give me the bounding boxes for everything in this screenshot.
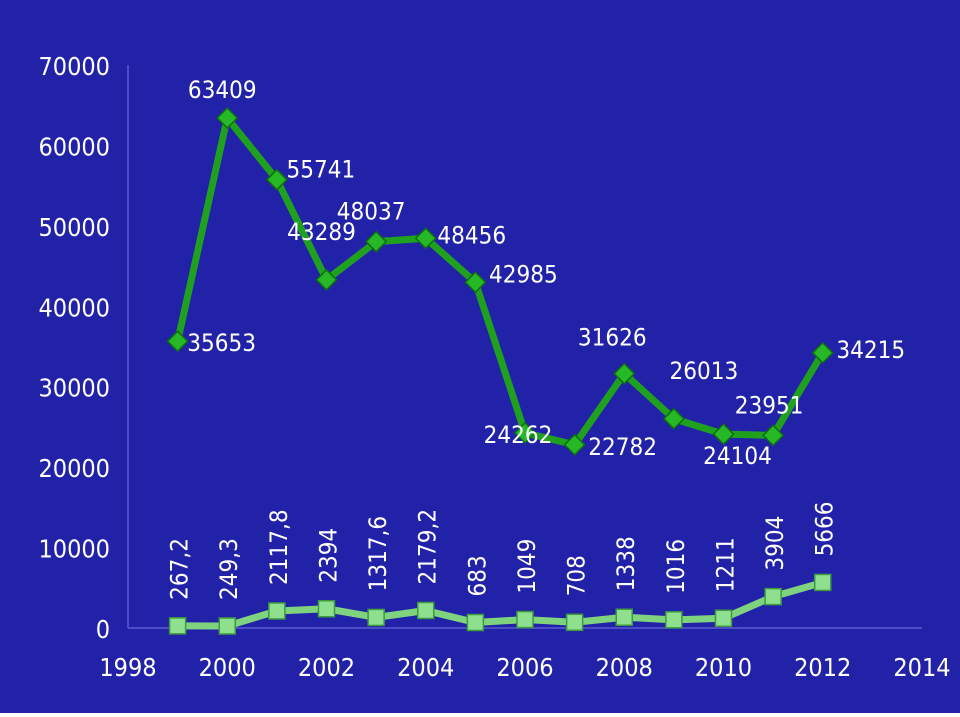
series-2-point: [168, 617, 187, 635]
series-1-data-label: 24262: [484, 421, 553, 449]
series-2-point: [317, 599, 336, 618]
series-1-point: [315, 268, 338, 291]
y-tick-label: 50000: [38, 213, 110, 242]
series-1-point: [712, 423, 735, 446]
series-2-data-label: 2117,8: [265, 509, 293, 585]
series-1-data-label: 63409: [188, 76, 257, 104]
series-2-data-label: 2394: [315, 528, 343, 583]
series-1-point: [613, 362, 636, 385]
series-1-point: [513, 421, 537, 444]
series-2-point: [516, 610, 534, 629]
x-tick-label: 2010: [695, 653, 752, 682]
series-1-data-label: 34215: [836, 336, 905, 364]
series-2-data-label: 1317,6: [364, 516, 392, 592]
y-tick-label: 20000: [38, 454, 110, 483]
y-tick-label: 10000: [38, 535, 110, 564]
series-2-data-label: 683: [463, 555, 491, 596]
series-2-point: [268, 602, 286, 620]
x-tick-label: 2004: [397, 653, 454, 682]
series-1-data-label: 55741: [287, 156, 356, 184]
y-tick-label: 40000: [38, 293, 110, 322]
series-2-point: [615, 608, 633, 626]
series-2-data-label: 1016: [662, 539, 690, 594]
x-tick-label: 2008: [596, 653, 653, 682]
series-2-data-label: 708: [563, 555, 591, 596]
series-1-data-label: 48037: [337, 198, 406, 226]
series-2-point: [565, 613, 584, 632]
series-2-data-label: 1211: [712, 537, 740, 592]
series-1-data-label: 31626: [578, 324, 647, 352]
series-1-data-label: 48456: [437, 221, 506, 249]
series-1-data-label: 43289: [287, 218, 356, 246]
series-2-data-label: 2179,2: [414, 509, 442, 585]
series-2-point: [665, 611, 683, 629]
series-1-data-label: 22782: [588, 433, 657, 461]
series-1-data-label: 35653: [187, 329, 256, 357]
series-1-point: [216, 106, 239, 130]
x-tick-label: 2000: [199, 653, 256, 682]
series-2-data-label: 5666: [811, 501, 839, 556]
series-1-point: [365, 230, 388, 253]
series-2-data-label: 1049: [513, 539, 541, 594]
series-1-data-label: 23951: [735, 391, 804, 419]
series-2-point: [764, 587, 782, 606]
x-tick-label: 2014: [893, 653, 950, 682]
series-2-point: [367, 608, 385, 627]
series-2-data-label: 1338: [612, 536, 640, 591]
series-1-data-label: 26013: [670, 357, 739, 385]
series-1-data-label: 24104: [703, 442, 772, 470]
series-1-data-label: 42985: [489, 260, 558, 288]
y-tick-label: 60000: [38, 132, 110, 161]
series-1-point: [265, 168, 288, 191]
x-tick-label: 2012: [794, 653, 851, 682]
series-2-point: [417, 601, 435, 620]
y-tick-label: 70000: [38, 52, 110, 81]
series-2-point: [466, 613, 485, 632]
series-2-data-label: 249,3: [215, 538, 243, 600]
series-1-point: [811, 341, 834, 364]
y-tick-label: 0: [96, 615, 110, 644]
series-1-point: [166, 330, 189, 353]
series-2-point: [218, 617, 236, 635]
y-tick-label: 30000: [38, 374, 110, 403]
x-tick-label: 1998: [99, 653, 156, 682]
series-2-point: [714, 609, 733, 628]
x-tick-label: 2006: [496, 653, 553, 682]
series-2-data-label: 267,2: [166, 538, 194, 600]
series-1-point: [414, 227, 437, 250]
series-2-point: [814, 573, 832, 592]
series-1-point: [762, 424, 785, 447]
series-1-point: [563, 433, 586, 456]
series-2-data-label: 3904: [761, 516, 789, 571]
series-1-point: [464, 271, 487, 294]
x-tick-label: 2002: [298, 653, 355, 682]
series-1-point: [662, 407, 685, 430]
